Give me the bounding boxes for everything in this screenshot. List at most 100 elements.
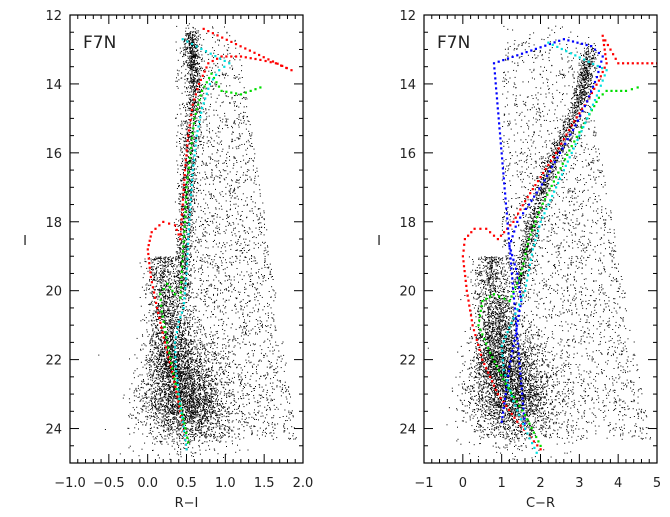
field-star-point	[205, 436, 207, 438]
field-star-point	[180, 365, 182, 367]
field-star-point	[164, 305, 166, 307]
field-star-point	[162, 406, 163, 407]
field-star-point	[152, 268, 154, 270]
field-star-point	[136, 337, 138, 339]
field-star-point	[164, 435, 166, 437]
field-star-point	[183, 370, 184, 372]
field-star-point	[193, 142, 195, 144]
field-star-point	[168, 410, 169, 412]
field-star-point	[164, 375, 166, 377]
field-star-point	[169, 327, 171, 329]
field-star-point	[182, 375, 184, 377]
field-star-point	[170, 391, 172, 393]
field-star-point	[187, 409, 189, 411]
field-star-point	[205, 417, 207, 419]
field-star-point	[224, 411, 226, 412]
field-star-point	[208, 367, 209, 369]
field-star-point	[170, 376, 172, 378]
field-star-point	[210, 423, 212, 425]
field-star-point	[163, 421, 165, 423]
field-star-point	[228, 427, 230, 429]
field-star-point	[140, 400, 142, 402]
field-star-point	[164, 270, 166, 272]
field-star-point	[188, 331, 189, 333]
field-star-point	[152, 317, 154, 319]
field-star-point	[157, 348, 159, 350]
field-star-point	[164, 335, 166, 337]
field-star-point	[161, 264, 163, 266]
field-star-point	[210, 411, 212, 413]
field-star-point	[166, 301, 168, 303]
field-star-point	[206, 384, 208, 386]
field-star-point	[234, 376, 235, 378]
field-star-point	[191, 168, 193, 170]
field-star-point	[196, 401, 198, 403]
field-star-point	[183, 447, 185, 449]
field-star-point	[208, 402, 210, 403]
field-star-point	[153, 382, 155, 383]
field-star-point	[166, 374, 168, 376]
field-star-point	[176, 275, 177, 277]
field-star-point	[155, 391, 157, 393]
field-star-point	[159, 265, 161, 266]
field-star-point	[171, 261, 173, 263]
field-star-point	[167, 285, 169, 287]
field-star-point	[189, 82, 191, 84]
field-star-point	[183, 378, 185, 380]
field-star-point	[199, 383, 200, 385]
field-star-point	[150, 398, 152, 400]
field-star-point	[166, 441, 168, 443]
field-star-point	[180, 377, 182, 379]
field-star-point	[150, 415, 152, 417]
field-star-point	[194, 70, 196, 72]
field-star-point	[209, 402, 211, 403]
field-star-point	[189, 439, 191, 441]
field-star-point	[141, 395, 143, 397]
field-star-point	[161, 312, 163, 314]
field-star-point	[201, 422, 203, 424]
field-star-point	[155, 272, 157, 274]
field-star-point	[172, 357, 174, 359]
field-star-point	[142, 409, 144, 411]
field-star-point	[192, 417, 194, 419]
field-star-point	[188, 415, 190, 417]
field-star-point	[143, 397, 145, 399]
field-star-point	[168, 427, 170, 429]
field-star-point	[145, 284, 147, 286]
field-star-point	[149, 292, 151, 294]
field-star-point	[166, 413, 168, 414]
field-star-point	[203, 383, 205, 385]
field-star-point	[168, 350, 170, 352]
field-star-point	[148, 334, 150, 336]
field-star-point	[169, 408, 171, 410]
field-star-point	[169, 356, 171, 357]
field-star-point	[169, 386, 171, 388]
field-star-point	[149, 343, 151, 345]
field-star-point	[187, 402, 188, 403]
field-star-point	[186, 405, 188, 407]
field-star-point	[180, 392, 182, 394]
field-star-point	[228, 407, 230, 409]
field-star-point	[186, 271, 188, 273]
field-star-point	[208, 428, 210, 430]
field-star-point	[223, 370, 224, 372]
field-star-point	[145, 355, 147, 357]
field-star-point	[167, 308, 169, 310]
field-star-point	[195, 426, 197, 428]
field-star-point	[157, 371, 159, 373]
field-star-point	[155, 256, 157, 258]
field-star-point	[153, 412, 155, 414]
field-star-point	[163, 283, 165, 285]
field-star-point	[186, 396, 188, 398]
field-star-point	[153, 404, 155, 406]
field-star-point	[194, 106, 196, 108]
field-star-point	[226, 383, 228, 385]
field-star-point	[253, 417, 255, 419]
field-star-point	[190, 99, 192, 101]
field-star-point	[151, 396, 153, 398]
field-star-point	[158, 407, 160, 409]
field-star-point	[176, 324, 178, 326]
field-star-point	[169, 277, 171, 279]
field-star-point	[172, 257, 174, 259]
field-star-point	[183, 368, 185, 370]
